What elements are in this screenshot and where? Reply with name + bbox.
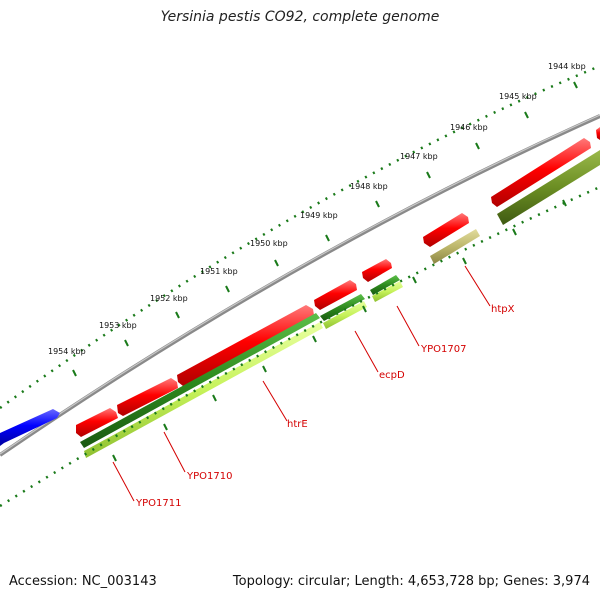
cds-features bbox=[80, 150, 600, 458]
kbp-label-1947: 1947 kbp bbox=[400, 152, 438, 161]
label-leaders bbox=[112, 265, 491, 502]
genome-title: Yersinia pestis CO92, complete genome bbox=[160, 9, 440, 25]
kbp-label-1952: 1952 kbp bbox=[150, 294, 188, 303]
genome-summary-text: Topology: circular; Length: 4,653,728 bp… bbox=[232, 574, 590, 589]
accession-text: Accession: NC_003143 bbox=[9, 574, 157, 589]
kbp-label-1948: 1948 kbp bbox=[350, 182, 388, 191]
gene-ypo1710[interactable] bbox=[117, 378, 178, 416]
gene-ypo1711[interactable] bbox=[76, 408, 118, 437]
gene-label-htre: htrE bbox=[287, 419, 308, 430]
gene-label-htpx: htpX bbox=[491, 304, 515, 315]
cds-ecpd-block[interactable] bbox=[320, 294, 367, 329]
outer-kbp-ticks bbox=[72, 81, 578, 377]
kbp-label-1953: 1953 kbp bbox=[99, 321, 137, 330]
gene-label-ecpd: ecpD bbox=[379, 370, 405, 381]
cds-right-block[interactable] bbox=[497, 150, 600, 225]
cds-htpx-block[interactable] bbox=[430, 229, 480, 264]
cds-htre-block[interactable] bbox=[80, 313, 323, 458]
outer-scale-line bbox=[0, 64, 600, 410]
gene-label-ypo1710: YPO1710 bbox=[186, 471, 232, 482]
gene-label-ypo1707: YPO1707 bbox=[420, 344, 466, 355]
kbp-label-1944: 1944 kbp bbox=[548, 62, 586, 71]
kbp-label-1950: 1950 kbp bbox=[250, 239, 288, 248]
cds-ypo1707-block[interactable] bbox=[370, 275, 403, 302]
gene-label-ypo1711: YPO1711 bbox=[135, 498, 181, 509]
genome-backbone bbox=[0, 114, 600, 457]
inner-kbp-ticks bbox=[112, 199, 567, 462]
gene-htre[interactable] bbox=[177, 305, 314, 386]
kbp-label-1949: 1949 kbp bbox=[300, 211, 338, 220]
forward-genes bbox=[76, 127, 600, 437]
gene-red-edge[interactable] bbox=[596, 127, 600, 140]
inner-scale-line bbox=[0, 185, 600, 508]
kbp-label-1954: 1954 kbp bbox=[48, 347, 86, 356]
kbp-label-1945: 1945 kbp bbox=[499, 92, 537, 101]
gene-htpx[interactable] bbox=[423, 213, 469, 247]
kbp-label-1946: 1946 kbp bbox=[450, 123, 488, 132]
gene-ecpd[interactable] bbox=[314, 280, 357, 310]
gene-ypo1707[interactable] bbox=[362, 259, 392, 282]
gene-red-right[interactable] bbox=[491, 138, 591, 207]
gene-blue-left[interactable] bbox=[0, 409, 60, 446]
kbp-label-1951: 1951 kbp bbox=[200, 267, 238, 276]
